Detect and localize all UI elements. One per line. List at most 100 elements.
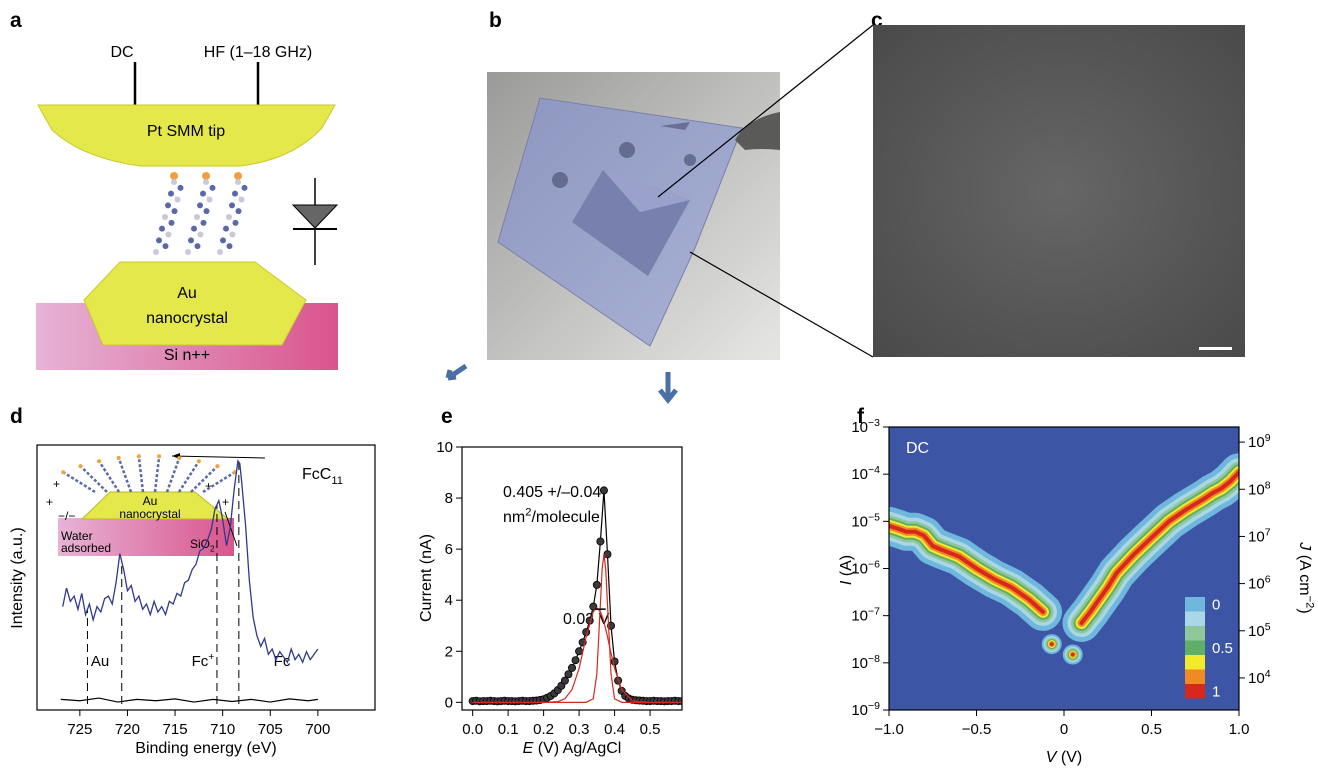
colorbar-label: 0 (1212, 596, 1220, 613)
x-axis-title: E (V) Ag/AgCl (523, 740, 622, 757)
molecule-atom (232, 190, 238, 197)
tweezers (735, 112, 780, 150)
molecule-head (202, 172, 210, 180)
molecule-atom (197, 202, 203, 209)
plot-area (889, 427, 1239, 710)
zoom-line (657, 24, 874, 198)
x-tick-label: 715 (163, 721, 188, 738)
x-tick-label: 710 (210, 721, 235, 738)
inset-molecule-head (177, 455, 182, 460)
sem-image (873, 25, 1245, 357)
inset-label: adsorbed (61, 541, 111, 555)
inset-label: Au (143, 494, 158, 508)
label: Au (177, 285, 197, 302)
x-axis-title: V (V) (1046, 749, 1082, 766)
molecule-atom (156, 237, 162, 244)
inset-molecule-head (157, 454, 162, 459)
y-tick-label: 2 (445, 643, 453, 660)
series-line (60, 697, 318, 703)
molecule-atom (209, 184, 216, 191)
peak-label: Fc (274, 653, 291, 670)
molecule-atom (197, 231, 204, 238)
molecules (153, 172, 248, 255)
inset-label: Water (61, 529, 93, 543)
panel-label: f (857, 405, 865, 428)
inset-molecule (62, 471, 96, 494)
molecule-atom (223, 225, 229, 232)
y2-axis-title: J (A cm−2) (1296, 541, 1315, 613)
data-point (575, 647, 584, 656)
molecule-atom (229, 202, 235, 209)
molecule-atom (206, 196, 213, 203)
molecule-atom (171, 208, 178, 215)
molecule-atom (217, 249, 223, 255)
molecule-atom (168, 190, 174, 197)
data-point (592, 580, 601, 589)
photo (487, 24, 874, 360)
molecule-atom (165, 231, 172, 238)
plot-frame (36, 444, 376, 711)
x-tick-label: 0.1 (498, 721, 519, 738)
sem-background (873, 25, 1245, 357)
y2-tick-label: 105 (1248, 621, 1271, 640)
inset-molecule-head (116, 455, 121, 460)
y-tick-label: 10−9 (851, 700, 880, 719)
molecule-atom (185, 249, 191, 255)
panel-label: e (441, 405, 453, 428)
inset-molecule-head (97, 459, 102, 464)
x-tick-label: 0.5 (640, 721, 661, 738)
label: Pt SMM tip (147, 123, 225, 140)
molecule-atom (235, 208, 242, 215)
x-tick-label: 1.0 (1229, 721, 1250, 738)
annotation: nm2/molecule (503, 507, 600, 526)
spot (619, 142, 635, 158)
inset-molecule (98, 460, 121, 493)
data-point (564, 670, 573, 679)
data-point (571, 656, 580, 665)
inset-label: + (222, 495, 229, 509)
inset-label: + (205, 479, 212, 493)
y-tick-label: 4 (445, 592, 453, 609)
data-point (589, 602, 598, 611)
data-point (599, 486, 608, 495)
scale-bar (1199, 347, 1232, 350)
molecule-head (234, 172, 242, 180)
label: nanocrystal (146, 310, 228, 327)
colorbar-label: 1 (1212, 683, 1220, 700)
pyramid-face (603, 170, 690, 212)
spot (552, 172, 568, 188)
peak-label: Fc+ (192, 651, 215, 670)
molecule-atom (165, 202, 171, 209)
colorbar-swatch (1185, 640, 1205, 655)
inset-arrow (171, 455, 266, 459)
molecule-atom (153, 249, 159, 255)
y-axis-title: Current (nA) (418, 534, 435, 622)
ridge-level (1079, 470, 1239, 625)
molecule-atom (174, 196, 181, 203)
y-tick-label: 10−6 (851, 559, 880, 578)
inset-substrate (58, 518, 234, 556)
molecule-atom (162, 243, 169, 250)
panel-label: a (10, 9, 22, 32)
inset-molecule (137, 456, 145, 493)
y-tick-label: 6 (445, 541, 453, 558)
inset-label: nanocrystal (119, 507, 180, 521)
x-tick-label: 725 (67, 721, 92, 738)
inset-arrow (224, 511, 238, 547)
molecule-atom (235, 179, 241, 185)
panel-label: b (489, 9, 502, 32)
inset-molecule-head (61, 470, 66, 475)
colorbar-swatch (1185, 626, 1205, 641)
molecule-atom (203, 208, 210, 215)
x-tick-label: 720 (115, 721, 140, 738)
x-tick-label: 0.0 (462, 721, 483, 738)
inset: Au nanocrystal Water adsorbed SiO2 + + +… (46, 453, 266, 556)
series-line (62, 459, 319, 664)
molecule-atom (171, 179, 177, 185)
y2-tick-label: 106 (1248, 574, 1271, 593)
inset-label: −/− (58, 509, 75, 523)
data-point (596, 537, 605, 546)
y2-tick-label: 104 (1248, 668, 1271, 687)
spot-level (1070, 652, 1075, 657)
spot (684, 154, 696, 166)
